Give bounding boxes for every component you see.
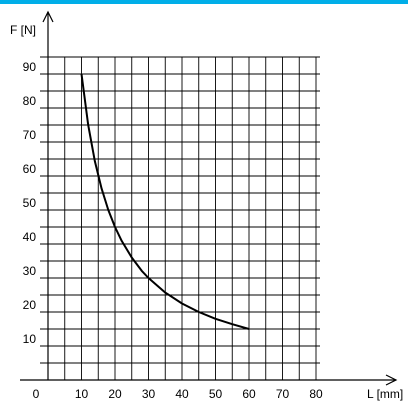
x-tick-label: 0 [33, 387, 40, 401]
x-tick-label: 10 [75, 387, 89, 401]
x-tick-label: 40 [175, 387, 189, 401]
y-axis-label: F [N] [10, 23, 36, 37]
x-axis-arrow [385, 374, 398, 386]
y-tick-label: 30 [23, 264, 37, 278]
top-accent-bar [0, 0, 408, 4]
y-tick-label: 50 [23, 196, 37, 210]
y-axis-arrow [42, 10, 54, 23]
x-tick-label: 70 [276, 387, 290, 401]
x-tick-label: 20 [108, 387, 122, 401]
grid [40, 56, 320, 380]
y-tick-label: 40 [23, 230, 37, 244]
y-tick-label: 80 [23, 94, 37, 108]
series-group [80, 73, 250, 330]
x-tick-label: 60 [242, 387, 256, 401]
y-tick-label: 70 [23, 128, 37, 142]
y-tick-label: 90 [23, 60, 37, 74]
x-axis-label: L [mm] [367, 387, 403, 401]
y-tick-label: 60 [23, 162, 37, 176]
x-tick-label: 80 [309, 387, 323, 401]
series-curve [80, 73, 250, 330]
x-tick-labels: 0 10 20 30 40 50 60 70 80 [33, 387, 323, 401]
x-tick-label: 30 [142, 387, 156, 401]
y-tick-label: 20 [23, 298, 37, 312]
y-tick-labels: 10 20 30 40 50 60 70 80 90 [23, 60, 37, 346]
x-tick-label: 50 [209, 387, 223, 401]
y-tick-label: 10 [23, 332, 37, 346]
axes [20, 10, 398, 386]
